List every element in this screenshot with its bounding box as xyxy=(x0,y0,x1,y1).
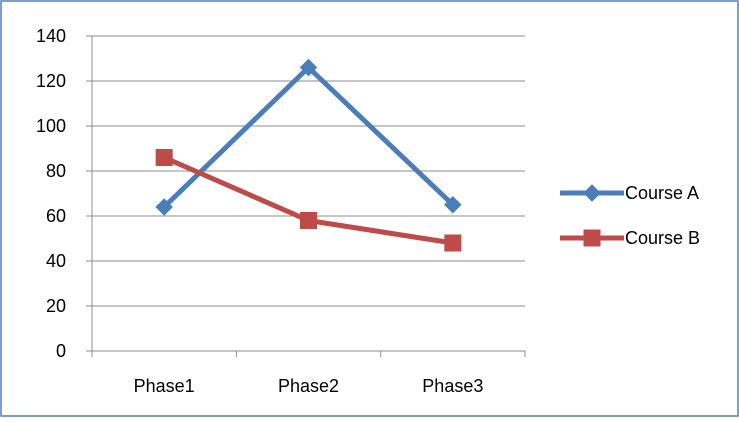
legend-label: Course A xyxy=(625,183,699,203)
y-tick-label: 40 xyxy=(46,251,66,271)
y-tick-label: 20 xyxy=(46,296,66,316)
data-point xyxy=(444,196,462,214)
legend-item: Course B xyxy=(560,228,700,248)
data-point xyxy=(300,212,317,229)
y-tick-label: 120 xyxy=(36,71,66,91)
data-point xyxy=(155,149,173,166)
series-course-b xyxy=(155,149,462,252)
data-point xyxy=(444,234,462,252)
data-point xyxy=(299,58,318,77)
legend: Course A Course B xyxy=(560,183,700,248)
legend-marker xyxy=(583,184,601,202)
x-tick-label: Phase1 xyxy=(134,376,195,396)
legend-label: Course B xyxy=(625,228,700,248)
x-tick-label: Phase3 xyxy=(422,376,483,396)
y-tick-label: 60 xyxy=(46,206,66,226)
x-tick-label: Phase2 xyxy=(278,376,339,396)
y-tick-label: 80 xyxy=(46,161,66,181)
data-point xyxy=(155,198,173,216)
legend-marker xyxy=(583,229,601,247)
series-layer xyxy=(155,58,462,252)
y-tick-label: 140 xyxy=(36,26,66,46)
legend-item: Course A xyxy=(560,183,699,203)
series-course-a xyxy=(155,58,462,216)
y-tick-label: 0 xyxy=(56,341,66,361)
y-tick-label: 100 xyxy=(36,116,66,136)
axes: 0 20 40 60 80 100 120 140 Phase1 Phase2 Phase3 xyxy=(36,26,526,396)
